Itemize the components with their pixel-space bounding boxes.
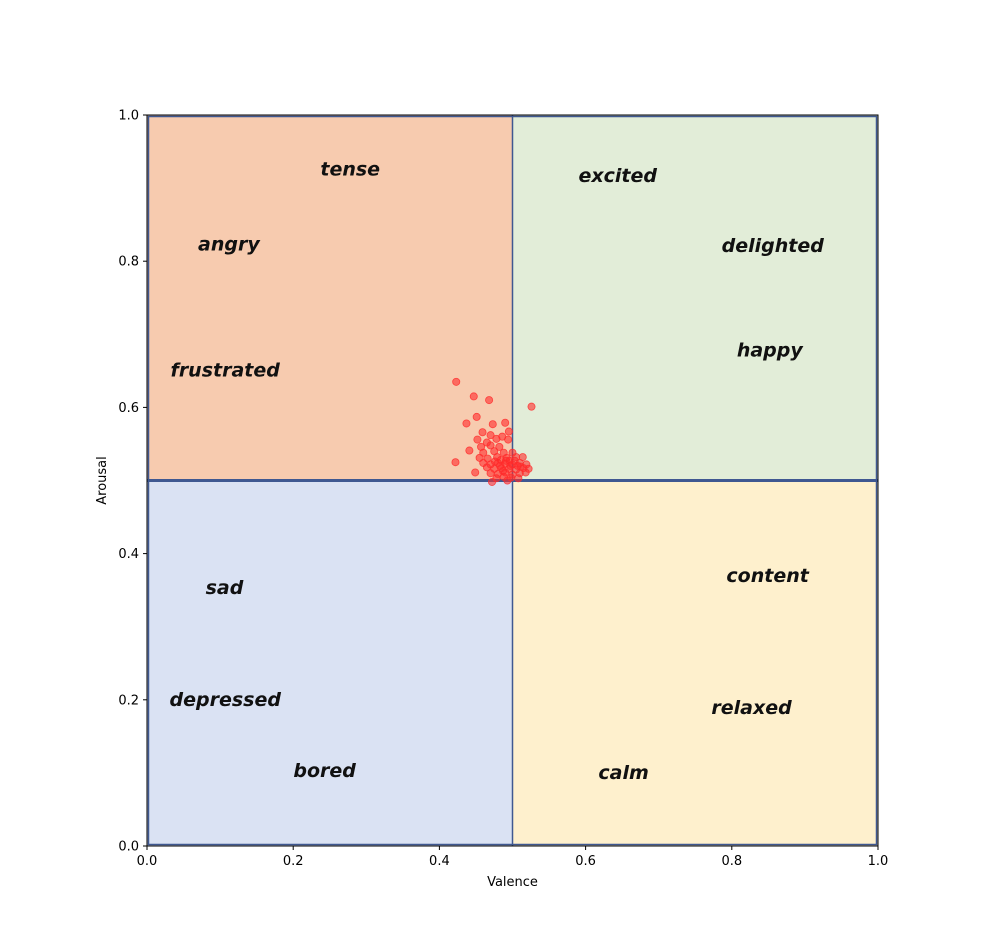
data-point xyxy=(504,427,513,436)
x-tick-label: 0.2 xyxy=(283,854,304,869)
data-point xyxy=(488,420,497,429)
y-axis-ticks: 0.0 0.2 0.4 0.6 0.8 1.0 xyxy=(118,109,147,855)
data-point xyxy=(486,441,495,450)
data-point xyxy=(490,457,499,466)
emotion-label-excited: excited xyxy=(579,165,658,187)
y-tick-label: 0.2 xyxy=(118,693,139,708)
plot-frame xyxy=(146,114,879,847)
data-point xyxy=(496,461,505,470)
emotion-label-bored: bored xyxy=(293,760,356,782)
data-point xyxy=(478,428,487,437)
data-point-layer xyxy=(451,377,536,486)
x-axis-ticks: 0.0 0.2 0.4 0.6 0.8 1.0 xyxy=(137,846,889,869)
data-point xyxy=(501,418,510,427)
data-point xyxy=(521,468,530,477)
x-tick-label: 0.8 xyxy=(721,854,742,869)
emotion-label-angry: angry xyxy=(198,234,261,256)
data-point xyxy=(495,442,504,451)
y-tick-label: 0.6 xyxy=(118,401,139,416)
data-point xyxy=(485,396,494,405)
emotion-label-happy: happy xyxy=(737,340,805,362)
quadrant-border xyxy=(147,115,878,846)
x-tick-label: 0.0 xyxy=(137,854,158,869)
emotion-label-relaxed: relaxed xyxy=(711,697,792,719)
x-axis-title: Valence xyxy=(487,875,538,890)
data-point xyxy=(472,412,481,421)
data-point xyxy=(488,477,497,486)
data-point xyxy=(469,392,478,401)
emotion-label-tense: tense xyxy=(320,158,380,180)
data-point xyxy=(513,461,522,470)
quadrant-layer xyxy=(147,115,878,846)
emotion-label-frustrated: frustrated xyxy=(171,359,281,381)
data-point xyxy=(465,446,474,455)
data-point xyxy=(486,431,495,440)
y-axis-title: Arousal xyxy=(95,456,110,505)
data-point xyxy=(451,458,460,467)
quadrant-lower-left xyxy=(147,480,513,846)
x-tick-label: 1.0 xyxy=(868,854,889,869)
quadrant-lower-right xyxy=(512,480,878,846)
emotion-label-delighted: delighted xyxy=(722,235,825,257)
data-point xyxy=(514,474,523,483)
data-point xyxy=(504,435,513,444)
x-tick-label: 0.6 xyxy=(575,854,596,869)
emotion-label-sad: sad xyxy=(206,577,244,599)
y-tick-label: 0.4 xyxy=(118,547,139,562)
x-tick-label: 0.4 xyxy=(429,854,450,869)
y-tick-label: 0.0 xyxy=(118,840,139,855)
data-point xyxy=(471,468,480,477)
emotion-word-layer: tense angry frustrated excited delighted happ… xyxy=(169,158,824,784)
emotion-label-content: content xyxy=(726,565,809,587)
data-point xyxy=(501,456,510,465)
quadrant-upper-left xyxy=(147,115,513,481)
emotion-label-depressed: depressed xyxy=(169,689,281,711)
data-point xyxy=(473,435,482,444)
data-point xyxy=(452,377,461,386)
data-point xyxy=(527,402,536,411)
emotion-label-calm: calm xyxy=(598,762,648,784)
data-point xyxy=(462,419,471,428)
data-point xyxy=(503,476,512,485)
quadrant-upper-right xyxy=(512,115,878,481)
data-point xyxy=(486,469,495,478)
y-tick-label: 0.8 xyxy=(118,255,139,270)
y-tick-label: 1.0 xyxy=(118,109,139,124)
axes-frame xyxy=(146,114,879,847)
